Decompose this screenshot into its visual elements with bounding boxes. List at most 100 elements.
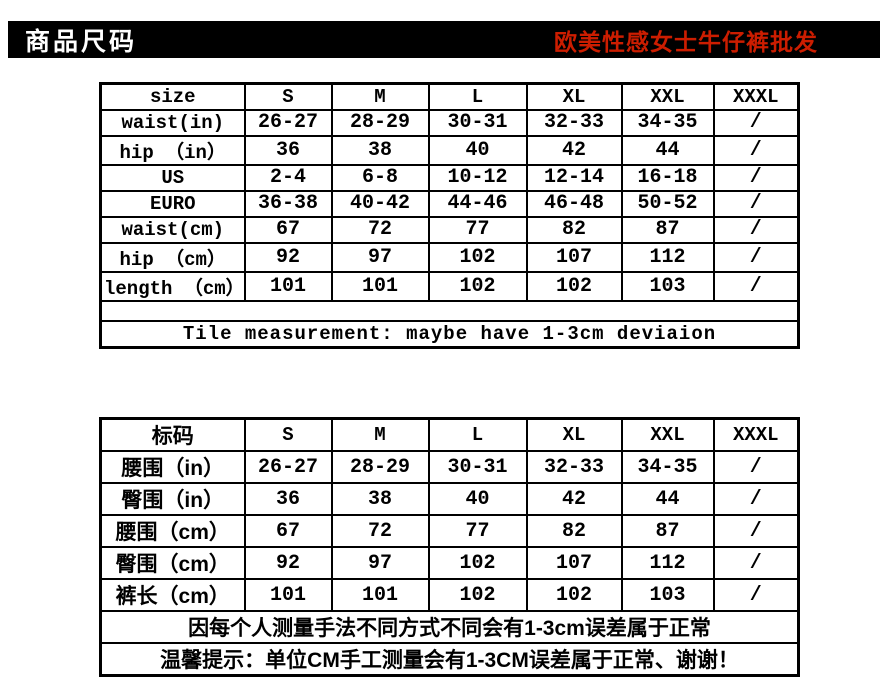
table-cell: 10-12: [427, 163, 528, 192]
deviation-note-row: 因每个人测量手法不同方式不同会有1-3cm误差属于正常: [99, 610, 800, 644]
table-cell: 102: [525, 578, 623, 612]
row-label: 腰围（cm）: [99, 514, 246, 548]
table-cell: 44: [620, 134, 715, 166]
column-header: M: [330, 82, 430, 111]
row-label: 臀围（in）: [99, 482, 246, 516]
warm-tip-row: 温馨提示：单位CM手工测量会有1-3CM误差属于正常、谢谢！: [99, 642, 800, 677]
row-label: waist(in): [99, 108, 246, 137]
warm-tip-note: 温馨提示：单位CM手工测量会有1-3CM误差属于正常、谢谢！: [99, 642, 800, 677]
table-cell: 2-4: [243, 163, 333, 192]
row-label: hip （in）: [99, 134, 246, 166]
table-cell: 32-33: [525, 108, 623, 137]
row-label: EURO: [99, 189, 246, 218]
table-cell: 101: [243, 578, 333, 612]
size-table-en: size S M L XL XXL XXXL waist(in) 26-27 2…: [99, 82, 800, 349]
table-cell: 77: [427, 215, 528, 244]
column-header: S: [243, 417, 333, 452]
table-cell: 6-8: [330, 163, 430, 192]
table-cell: 101: [243, 270, 333, 302]
page-title: 商品尺码: [25, 27, 138, 56]
column-header: XXXL: [712, 417, 800, 452]
table-header-row: size S M L XL XXL XXXL: [99, 82, 800, 111]
table-cell: 28-29: [330, 450, 430, 484]
table-cell: 34-35: [620, 108, 715, 137]
table-cell: /: [712, 215, 800, 244]
table-cell: 92: [243, 546, 333, 580]
table-cell: 40: [427, 134, 528, 166]
table-cell: /: [712, 108, 800, 137]
header-bar: 商品尺码 欧美性感女士牛仔裤批发: [8, 21, 880, 58]
table-row: 腰围（in） 26-27 28-29 30-31 32-33 34-35 /: [99, 450, 800, 484]
table-cell: 72: [330, 514, 430, 548]
table-cell: 67: [243, 514, 333, 548]
table-cell: 36-38: [243, 189, 333, 218]
column-header: XXL: [620, 82, 715, 111]
table-cell: 40: [427, 482, 528, 516]
column-header: XXL: [620, 417, 715, 452]
size-table-cn: 标码 S M L XL XXL XXXL 腰围（in） 26-27 28-29 …: [99, 417, 800, 677]
column-header: M: [330, 417, 430, 452]
row-label: US: [99, 163, 246, 192]
table-cell: /: [712, 163, 800, 192]
table-cell: 82: [525, 215, 623, 244]
table-cell: 26-27: [243, 108, 333, 137]
column-header: XL: [525, 417, 623, 452]
table-cell: 101: [330, 578, 430, 612]
table-cell: 112: [620, 546, 715, 580]
table-cell: 101: [330, 270, 430, 302]
table-row: waist(in) 26-27 28-29 30-31 32-33 34-35 …: [99, 108, 800, 137]
measurement-note: Tile measurement: maybe have 1-3cm devia…: [99, 319, 800, 349]
table-cell: /: [712, 546, 800, 580]
column-header: XL: [525, 82, 623, 111]
table-cell: 67: [243, 215, 333, 244]
column-header: 标码: [99, 417, 246, 452]
table-cell: 26-27: [243, 450, 333, 484]
table-row: hip （in） 36 38 40 42 44 /: [99, 134, 800, 166]
table-cell: 87: [620, 514, 715, 548]
table-row: EURO 36-38 40-42 44-46 46-48 50-52 /: [99, 189, 800, 218]
table-cell: 42: [525, 134, 623, 166]
table-row: 臀围（in） 36 38 40 42 44 /: [99, 482, 800, 516]
table-cell: 102: [427, 241, 528, 273]
table-cell: 12-14: [525, 163, 623, 192]
table-cell: 34-35: [620, 450, 715, 484]
table-cell: 44: [620, 482, 715, 516]
table-cell: 38: [330, 482, 430, 516]
table-cell: 92: [243, 241, 333, 273]
table-cell: 44-46: [427, 189, 528, 218]
table-cell: 107: [525, 546, 623, 580]
row-label: 腰围（in）: [99, 450, 246, 484]
table-cell: 42: [525, 482, 623, 516]
table-cell: 102: [525, 270, 623, 302]
table-row: hip （cm） 92 97 102 107 112 /: [99, 241, 800, 273]
table-row: 腰围（cm） 67 72 77 82 87 /: [99, 514, 800, 548]
table-cell: /: [712, 189, 800, 218]
column-header: XXXL: [712, 82, 800, 111]
row-label: 裤长（cm）: [99, 578, 246, 612]
table-cell: 36: [243, 482, 333, 516]
measurement-note-row: Tile measurement: maybe have 1-3cm devia…: [99, 319, 800, 349]
table-cell: 30-31: [427, 108, 528, 137]
row-label: 臀围（cm）: [99, 546, 246, 580]
table-cell: 72: [330, 215, 430, 244]
table-row: length （cm） 101 101 102 102 103 /: [99, 270, 800, 302]
table-cell: 38: [330, 134, 430, 166]
table-cell: 112: [620, 241, 715, 273]
table-cell: 102: [427, 270, 528, 302]
table-cell: 77: [427, 514, 528, 548]
shop-banner-text: 欧美性感女士牛仔裤批发: [554, 28, 818, 55]
column-header: L: [427, 417, 528, 452]
spacer-row: [99, 299, 800, 322]
table-cell: 36: [243, 134, 333, 166]
table-cell: 97: [330, 241, 430, 273]
table-cell: /: [712, 270, 800, 302]
table-row: US 2-4 6-8 10-12 12-14 16-18 /: [99, 163, 800, 192]
row-label: waist(cm): [99, 215, 246, 244]
table-cell: 46-48: [525, 189, 623, 218]
table-cell: 28-29: [330, 108, 430, 137]
table-cell: /: [712, 482, 800, 516]
table-row: 臀围（cm） 92 97 102 107 112 /: [99, 546, 800, 580]
table-row: waist(cm) 67 72 77 82 87 /: [99, 215, 800, 244]
table-cell: 16-18: [620, 163, 715, 192]
